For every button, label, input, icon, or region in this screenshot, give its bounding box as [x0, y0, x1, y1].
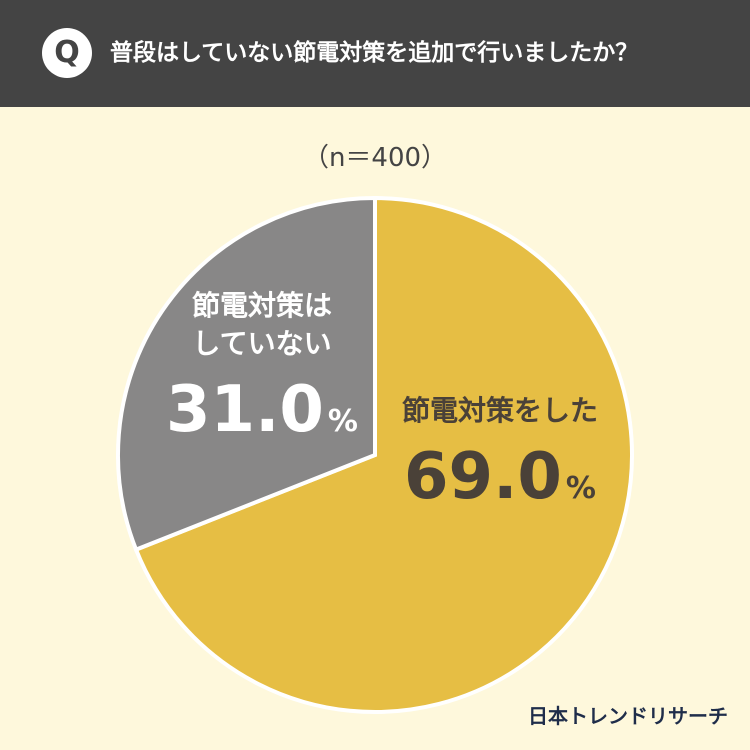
slice-label-text: 節電対策をした [402, 394, 598, 427]
pie-slice-1 [116, 195, 377, 553]
sample-size: （n＝400） [302, 143, 448, 173]
brand-logo: 日本トレンドリサーチ [528, 704, 728, 728]
pie-slice-0 [133, 195, 634, 714]
question-header: Q 普段はしていない節電対策を追加で行いましたか？ [0, 0, 750, 107]
slice-value-label: 69.0% [404, 440, 596, 514]
question-text: 普段はしていない節電対策を追加で行いましたか？ [110, 40, 639, 66]
slice-label-0: 節電対策をした 69.0% [402, 394, 598, 514]
slice-label-text: していない [192, 327, 331, 360]
q-badge-icon: Q [42, 28, 92, 78]
slice-value-label: 31.0% [166, 373, 358, 447]
slice-label-text: 節電対策は [192, 289, 332, 322]
